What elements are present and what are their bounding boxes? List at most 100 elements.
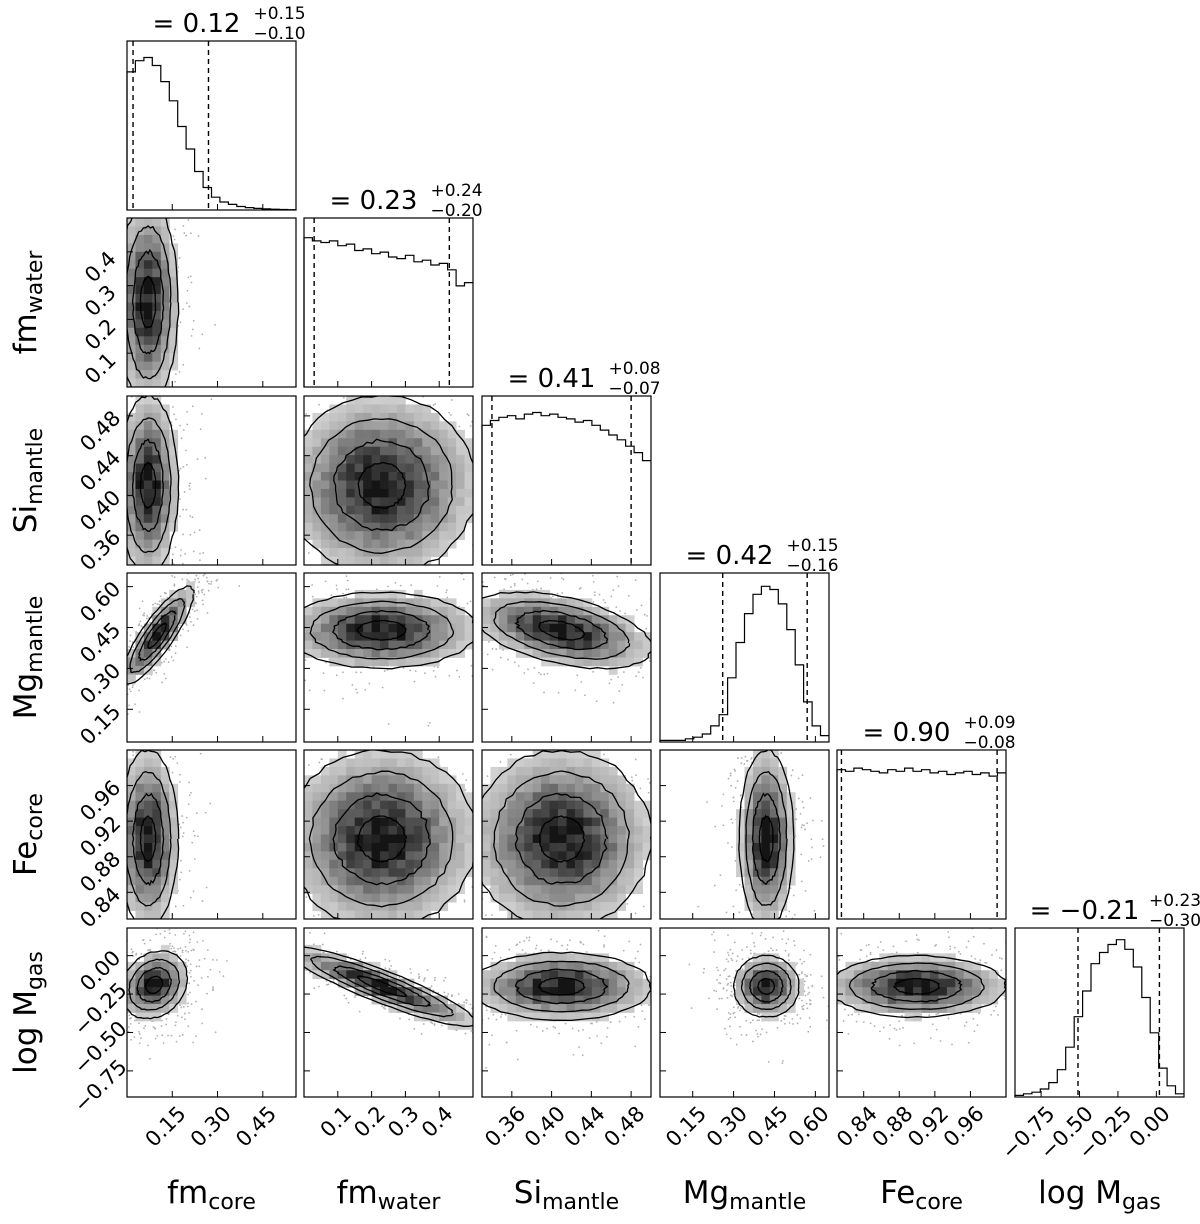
density-cell — [354, 548, 364, 557]
density-cell — [320, 514, 330, 524]
density-cell — [135, 766, 145, 776]
scatter-point — [390, 746, 392, 748]
density-cell — [456, 497, 465, 507]
scatter-point — [549, 596, 552, 599]
scatter-point — [180, 549, 182, 551]
scatter-point — [208, 560, 210, 562]
density-cell — [346, 446, 356, 456]
density-cell — [371, 859, 381, 869]
scatter-point — [586, 537, 588, 539]
density-cell — [490, 632, 500, 641]
scatter-point — [345, 297, 347, 299]
density-cell — [135, 834, 145, 844]
density-cell — [422, 548, 432, 557]
scatter-point — [122, 368, 124, 370]
density-cell — [456, 514, 465, 524]
density-cell — [329, 446, 339, 456]
density-cell — [413, 598, 423, 608]
scatter-point — [179, 467, 182, 470]
scatter-point — [307, 764, 310, 767]
density-cell — [320, 421, 330, 431]
density-cell — [447, 598, 457, 608]
scatter-point — [413, 746, 415, 748]
density-cell — [380, 750, 389, 759]
scatter-point — [298, 324, 300, 326]
density-cell — [371, 531, 381, 541]
density-cell — [160, 480, 170, 490]
scatter-point — [502, 714, 504, 716]
scatter-point — [297, 631, 299, 633]
density-cell — [169, 842, 179, 852]
scatter-point — [189, 533, 192, 536]
density-cell — [329, 859, 339, 869]
density-cell — [447, 809, 457, 818]
density-cell — [135, 775, 145, 785]
density-cell — [363, 446, 372, 456]
scatter-point — [467, 380, 469, 382]
scatter-point — [280, 520, 282, 522]
density-cell — [329, 463, 339, 473]
density-cell — [363, 615, 372, 625]
scatter-point — [151, 161, 153, 163]
scatter-point — [118, 602, 120, 604]
density-cell — [127, 429, 136, 439]
density-cell — [320, 817, 330, 827]
scatter-point — [132, 684, 134, 687]
scatter-point — [602, 599, 605, 601]
density-cell — [135, 361, 145, 371]
density-cell — [524, 589, 534, 599]
scatter-point — [252, 770, 254, 772]
density-cell — [422, 505, 432, 515]
density-cell — [558, 615, 567, 625]
density-cell — [160, 277, 170, 286]
scatter-point — [389, 689, 391, 691]
density-cell — [524, 606, 534, 616]
density-cell — [371, 851, 381, 861]
scatter-point — [184, 368, 186, 370]
joint-content — [117, 368, 213, 604]
scatter-point — [483, 468, 485, 470]
density-cell — [135, 344, 145, 354]
scatter-point — [305, 896, 308, 899]
scatter-point — [314, 723, 316, 725]
density-cell — [388, 531, 398, 541]
density-cell — [541, 657, 550, 667]
density-cell — [337, 902, 347, 911]
density-cell — [312, 412, 322, 422]
scatter-point — [117, 376, 119, 378]
scatter-point — [197, 592, 200, 594]
density-cell — [320, 885, 330, 895]
density-cell — [152, 885, 162, 895]
density-cell — [413, 438, 423, 448]
scatter-point — [618, 690, 621, 692]
scatter-point — [368, 937, 370, 939]
density-cell — [422, 615, 432, 625]
density-cell — [371, 910, 381, 919]
density-cell — [515, 589, 525, 599]
scatter-point — [257, 632, 259, 634]
scatter-point — [297, 919, 299, 921]
density-cell — [329, 809, 339, 818]
density-cell — [135, 243, 145, 253]
density-cell — [574, 606, 584, 616]
scatter-point — [635, 609, 638, 611]
scatter-point — [465, 663, 467, 665]
density-cell — [396, 902, 406, 911]
scatter-point — [381, 686, 384, 689]
contour-line — [147, 622, 168, 650]
density-cell — [422, 514, 432, 524]
density-cell — [304, 615, 313, 625]
scatter-point — [173, 413, 175, 416]
density-cell — [135, 404, 145, 414]
density-cell — [337, 758, 347, 768]
scatter-point — [178, 469, 181, 472]
scatter-point — [162, 143, 164, 145]
density-cell — [396, 438, 406, 448]
density-cell — [456, 438, 465, 448]
density-cell — [354, 497, 364, 507]
density-cell — [456, 429, 465, 439]
density-cell — [413, 885, 423, 895]
density-cell — [320, 556, 330, 565]
scatter-point — [202, 603, 205, 606]
density-cell — [304, 783, 313, 793]
